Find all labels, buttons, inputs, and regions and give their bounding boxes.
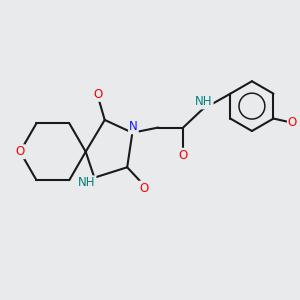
Text: NH: NH (78, 176, 95, 189)
Text: O: O (94, 88, 103, 101)
Text: NH: NH (195, 95, 213, 109)
Text: O: O (178, 149, 188, 162)
Text: O: O (140, 182, 149, 194)
Text: O: O (15, 145, 25, 158)
Text: N: N (129, 120, 138, 133)
Text: O: O (288, 116, 297, 129)
